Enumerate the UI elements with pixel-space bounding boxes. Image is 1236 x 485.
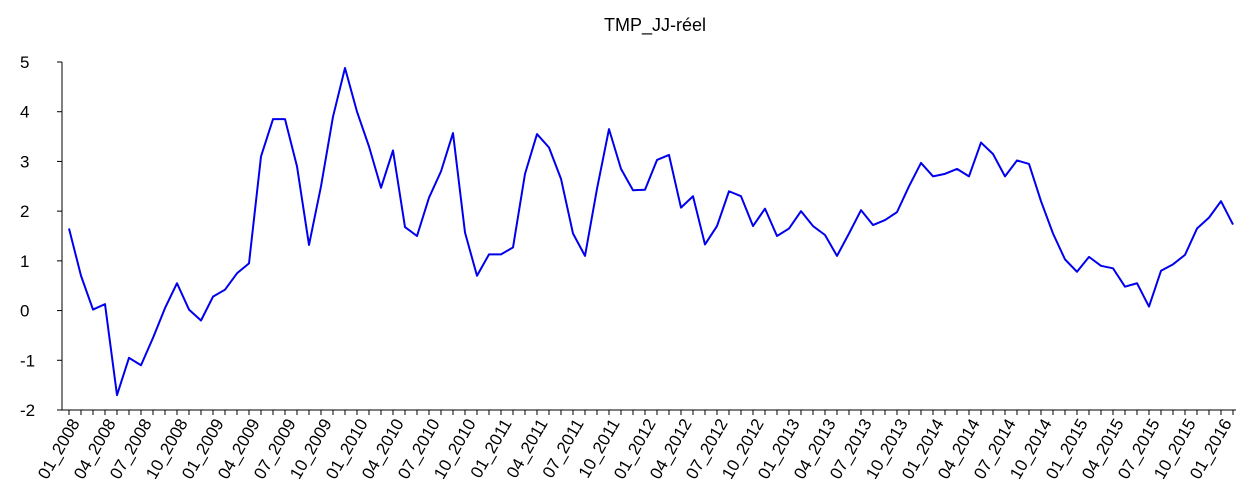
y-tick-label: 5 (20, 53, 29, 72)
y-tick-label: 0 (20, 302, 29, 321)
line (68, 66, 1234, 397)
y-tick-label: 4 (20, 103, 29, 122)
y-tick-label: 2 (20, 202, 29, 221)
y-tick-label: -1 (20, 351, 35, 370)
y-tick-label: 1 (20, 252, 29, 271)
chart-title: TMP_JJ-réel (604, 15, 706, 36)
y-tick-label: 3 (20, 152, 29, 171)
y-tick-label: -2 (20, 401, 35, 420)
